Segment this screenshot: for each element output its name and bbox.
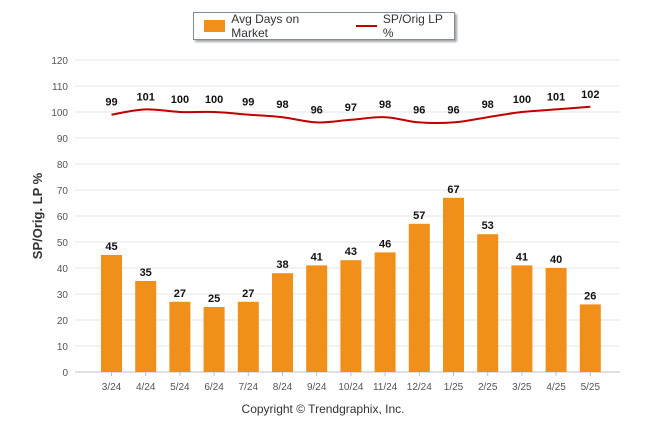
y-tick-label: 120 — [51, 56, 68, 67]
bar-value-label: 53 — [482, 220, 494, 232]
bar-value-label: 46 — [379, 238, 391, 250]
y-tick-label: 90 — [57, 134, 69, 145]
line-value-label: 96 — [311, 104, 323, 116]
legend-bar-label: Avg Days on Market — [231, 12, 300, 40]
bar — [374, 252, 396, 372]
y-tick-label: 10 — [57, 342, 69, 353]
x-tick-label: 5/24 — [170, 382, 190, 393]
bar-value-label: 27 — [242, 288, 254, 300]
x-tick-label: 4/25 — [546, 382, 566, 393]
bar-value-label: 67 — [447, 184, 459, 196]
bar-value-label: 40 — [550, 254, 562, 266]
y-tick-label: 30 — [57, 290, 69, 301]
bar — [169, 301, 191, 372]
y-tick-label: 70 — [57, 186, 69, 197]
x-tick-label: 2/25 — [478, 382, 498, 393]
x-tick-label: 7/24 — [239, 382, 259, 393]
bar — [101, 255, 122, 372]
line-value-label: 102 — [581, 89, 599, 101]
line-value-label: 101 — [137, 91, 155, 103]
bar-value-label: 27 — [174, 288, 186, 300]
bar — [408, 223, 430, 372]
legend-item-bar[interactable]: Avg Days on Market — [204, 12, 336, 40]
bar-value-label: 35 — [140, 267, 152, 279]
bar — [135, 281, 157, 372]
copyright-footer: Copyright © Trendgraphix, Inc. — [241, 402, 405, 416]
bar-value-label: 43 — [345, 246, 357, 258]
x-tick-label: 12/24 — [407, 382, 432, 393]
bar — [477, 234, 499, 372]
y-tick-label: 20 — [57, 316, 69, 327]
bar — [511, 265, 533, 372]
y-axis-title: SP/Orig. LP % — [30, 172, 45, 259]
line-value-label: 99 — [242, 97, 254, 109]
bar — [443, 197, 464, 372]
line-value-label: 98 — [276, 99, 288, 111]
bar — [272, 273, 293, 372]
line-value-label: 100 — [205, 94, 223, 106]
bar — [306, 265, 328, 372]
bar-value-label: 45 — [105, 241, 117, 253]
x-tick-label: 11/24 — [373, 382, 398, 393]
legend: Avg Days on Market SP/Orig LP % — [193, 12, 455, 40]
bar-value-label: 41 — [311, 251, 323, 263]
bar-value-label: 38 — [276, 259, 288, 271]
line-value-label: 100 — [513, 94, 531, 106]
y-tick-label: 50 — [57, 238, 69, 249]
line-value-label: 98 — [379, 99, 391, 111]
legend-item-line[interactable]: SP/Orig LP % — [346, 12, 454, 40]
x-tick-label: 8/24 — [273, 382, 293, 393]
x-tick-label: 6/24 — [204, 382, 224, 393]
x-tick-label: 10/24 — [338, 382, 363, 393]
line-value-label: 101 — [547, 91, 565, 103]
bar — [237, 301, 259, 372]
y-tick-label: 80 — [57, 160, 69, 171]
x-tick-label: 3/25 — [512, 382, 532, 393]
y-tick-label: 110 — [52, 82, 68, 93]
legend-bar-swatch — [204, 20, 226, 32]
line-value-label: 99 — [105, 97, 117, 109]
bar-value-label: 57 — [413, 210, 425, 222]
bar-value-label: 41 — [516, 251, 528, 263]
x-tick-label: 9/24 — [307, 382, 327, 393]
line-value-label: 96 — [413, 104, 425, 116]
y-tick-label: 100 — [51, 108, 68, 119]
x-tick-label: 5/25 — [581, 382, 601, 393]
bar — [203, 307, 225, 372]
y-tick-label: 40 — [57, 264, 69, 275]
legend-line-label: SP/Orig LP % — [382, 12, 443, 40]
x-tick-label: 3/24 — [102, 382, 122, 393]
line-value-label: 96 — [447, 104, 459, 116]
line-value-label: 97 — [345, 102, 357, 114]
line-value-label: 98 — [482, 99, 494, 111]
bar-value-label: 25 — [208, 293, 220, 305]
legend-line-swatch — [355, 25, 377, 27]
bar — [545, 268, 567, 372]
line-value-label: 100 — [171, 94, 189, 106]
x-tick-label: 4/24 — [136, 382, 156, 393]
bar-value-label: 26 — [584, 290, 596, 302]
bar — [579, 304, 601, 372]
y-tick-label: 60 — [57, 212, 69, 223]
y-tick-label: 0 — [62, 368, 68, 379]
bar — [340, 260, 362, 372]
x-tick-label: 1/25 — [444, 382, 464, 393]
line-series-sp-orig-lp — [111, 105, 591, 125]
